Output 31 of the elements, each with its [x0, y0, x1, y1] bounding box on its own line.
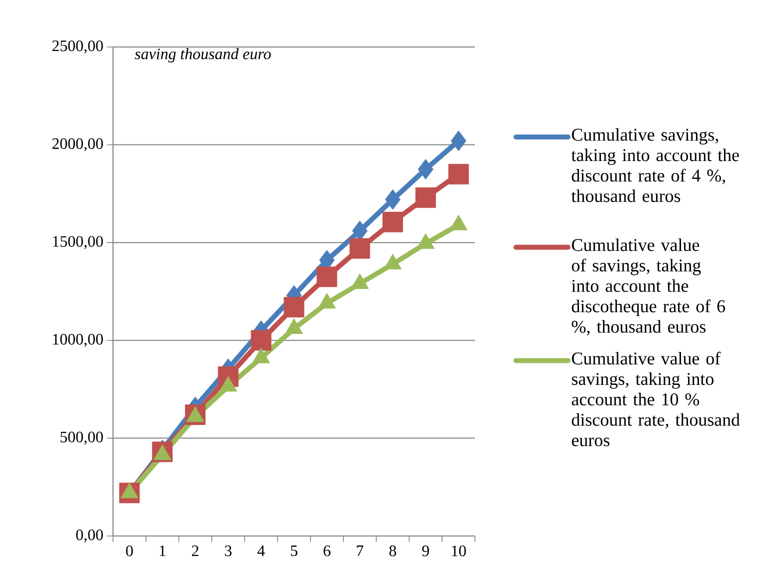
point [382, 212, 403, 232]
y-tick-label: 500,00 [60, 432, 103, 445]
x-tick-label: 3 [224, 546, 232, 556]
y-tick-label: 1500,00 [53, 236, 103, 250]
legend-label: Cumulative value of savings, taking into account the 10 % discount rate, thousand euros [572, 352, 740, 446]
legend-label: Cumulative value of savings, taking into account the discotheque rate of 6 %, thousand euros [572, 238, 726, 336]
x-tick-label: 0 [126, 546, 133, 556]
x-tick-label: 7 [356, 546, 364, 556]
y-axis-title: saving thousand euro [134, 48, 271, 63]
x-tick-label: 2 [192, 546, 198, 556]
legend-label: Cumulative savings, taking into account the discount rate of 4 %, thousand euros [571, 128, 739, 202]
point [316, 266, 338, 288]
point [250, 330, 272, 351]
point [415, 187, 436, 208]
y-tick-label: 2000,00 [52, 138, 103, 152]
point [448, 164, 469, 184]
y-tick-label: 2500,00 [52, 40, 103, 54]
point [284, 296, 304, 318]
x-tick-label: 8 [389, 546, 396, 556]
y-tick-label: 1000,00 [53, 334, 103, 347]
point [450, 130, 466, 152]
x-tick-label: 5 [290, 546, 298, 556]
point [418, 158, 434, 180]
x-tick-label: 6 [324, 546, 330, 556]
point [384, 189, 400, 210]
x-tick-label: 9 [422, 546, 429, 556]
x-tick-label: 10 [452, 546, 466, 556]
y-tick-label: 0,00 [76, 529, 103, 543]
x-tick-label: 1 [160, 546, 166, 556]
point [350, 238, 370, 259]
x-tick-label: 4 [257, 546, 265, 556]
